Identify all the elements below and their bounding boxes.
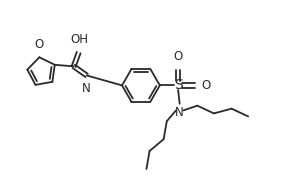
Text: N: N — [82, 82, 91, 95]
Text: O: O — [173, 51, 183, 64]
Text: S: S — [174, 78, 182, 92]
Text: O: O — [201, 79, 210, 92]
Text: OH: OH — [70, 33, 88, 46]
Text: N: N — [175, 106, 184, 119]
Text: O: O — [35, 38, 44, 51]
